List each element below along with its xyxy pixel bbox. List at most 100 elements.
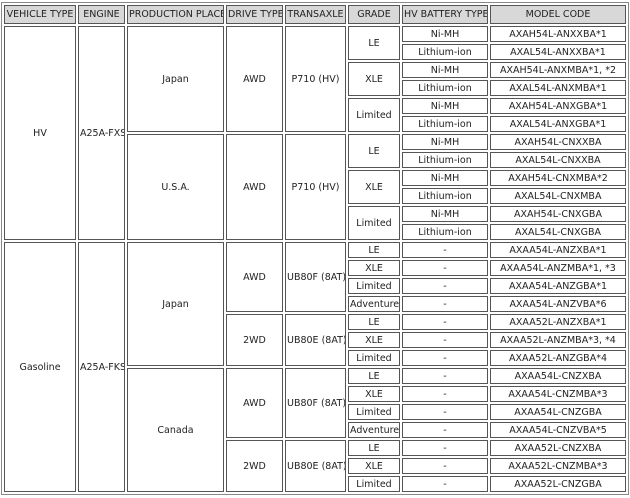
header-drive-type: DRIVE TYPE (226, 5, 283, 24)
grade-cell: Limited (348, 350, 400, 366)
table-body: HV A25A-FXS Japan AWD P710 (HV) LE Ni-MH AXAH54… (4, 26, 626, 492)
table-row: Limited - AXAA54L-ANZGBA*1 (4, 278, 626, 294)
grade-cell: LE (348, 242, 400, 258)
table-row: Lithium-ion AXAL54L-ANXGBA*1 (4, 116, 626, 132)
grade-cell: XLE (348, 332, 400, 348)
model-code-cell: AXAA52L-CNZXBA (490, 440, 626, 456)
production-place-cell: Japan (127, 26, 224, 132)
table-row: Lithium-ion AXAL54L-ANXXBA*1 (4, 44, 626, 60)
model-code-cell: AXAH54L-CNXMBA*2 (490, 170, 626, 186)
grade-cell: XLE (348, 386, 400, 402)
hv-battery-type-cell: - (402, 350, 488, 366)
table-row: Lithium-ion AXAL54L-ANXMBA*1 (4, 80, 626, 96)
model-code-cell: AXAH54L-ANXMBA*1, *2 (490, 62, 626, 78)
table-row: HV A25A-FXS Japan AWD P710 (HV) LE Ni-MH AXAH54… (4, 26, 626, 240)
table-row: XLE - AXAA52L-CNZMBA*3 (4, 458, 626, 474)
table-row: Lithium-ion AXAL54L-CNXXBA (4, 152, 626, 168)
hv-battery-type-cell: Lithium-ion (402, 224, 488, 240)
model-code-cell: AXAH54L-CNXXBA (490, 134, 626, 150)
grade-cell: Limited (348, 98, 400, 132)
hv-battery-type-cell: - (402, 458, 488, 474)
hv-battery-type-cell: Lithium-ion (402, 80, 488, 96)
model-code-cell: AXAL54L-CNXMBA (490, 188, 626, 204)
grade-cell: LE (348, 440, 400, 456)
hv-battery-type-cell: Ni-MH (402, 170, 488, 186)
table-row: Limited Ni-MH AXAH54L-CNXGBA (4, 206, 626, 240)
transaxle-cell: UB80E (8AT) (285, 314, 346, 366)
table-row: XLE - AXAA52L-ANZMBA*3, *4 (4, 332, 626, 348)
grade-cell: Limited (348, 278, 400, 294)
hv-battery-type-cell: Ni-MH (402, 206, 488, 222)
table-row: Lithium-ion AXAL54L-CNXMBA (4, 188, 626, 204)
table-row: Canada AWD UB80F (8AT) LE - AXAA54L-CNZXBA (4, 368, 626, 492)
model-code-cell: AXAA54L-CNZMBA*3 (490, 386, 626, 402)
hv-battery-type-cell: - (402, 260, 488, 276)
grade-cell: Adventure (348, 296, 400, 312)
grade-cell: Limited (348, 404, 400, 420)
model-code-cell: AXAH54L-ANXXBA*1 (490, 26, 626, 42)
grade-cell: LE (348, 314, 400, 330)
hv-battery-type-cell: Ni-MH (402, 134, 488, 150)
transaxle-cell: UB80F (8AT) (285, 368, 346, 438)
table-row: Limited Ni-MH AXAH54L-ANXGBA*1 (4, 98, 626, 132)
transaxle-cell: UB80F (8AT) (285, 242, 346, 312)
table-row: Adventure - AXAA54L-ANZVBA*6 (4, 296, 626, 312)
grade-cell: LE (348, 368, 400, 384)
table-row: Lithium-ion AXAL54L-CNXGBA (4, 224, 626, 240)
hv-battery-type-cell: Lithium-ion (402, 188, 488, 204)
hv-battery-type-cell: - (402, 314, 488, 330)
grade-cell: LE (348, 134, 400, 168)
grade-cell: XLE (348, 458, 400, 474)
production-place-cell: Japan (127, 242, 224, 366)
drive-type-cell: AWD (226, 242, 283, 312)
model-code-cell: AXAH54L-ANXGBA*1 (490, 98, 626, 114)
model-code-cell: AXAA52L-CNZGBA (490, 476, 626, 492)
model-code-cell: AXAL54L-CNXGBA (490, 224, 626, 240)
drive-type-cell: AWD (226, 134, 283, 240)
model-code-cell: AXAA54L-ANZVBA*6 (490, 296, 626, 312)
hv-battery-type-cell: - (402, 440, 488, 456)
hv-battery-type-cell: - (402, 404, 488, 420)
grade-cell: Limited (348, 206, 400, 240)
table-row: XLE Ni-MH AXAH54L-CNXMBA*2 (4, 170, 626, 204)
model-code-cell: AXAL54L-CNXXBA (490, 152, 626, 168)
grade-cell: Adventure (348, 422, 400, 438)
model-code-cell: AXAA54L-ANZMBA*1, *3 (490, 260, 626, 276)
hv-battery-type-cell: - (402, 242, 488, 258)
grade-cell: Limited (348, 476, 400, 492)
model-code-cell: AXAL54L-ANXMBA*1 (490, 80, 626, 96)
hv-battery-type-cell: Lithium-ion (402, 116, 488, 132)
vehicle-type-cell: HV (4, 26, 76, 240)
engine-cell: A25A-FKS (78, 242, 125, 492)
grade-cell: LE (348, 26, 400, 60)
table-row: Limited - AXAA52L-ANZGBA*4 (4, 350, 626, 366)
header-production-place: PRODUCTION PLACE (127, 5, 224, 24)
header-hv-battery-type: HV BATTERY TYPE (402, 5, 488, 24)
model-code-cell: AXAA52L-ANZGBA*4 (490, 350, 626, 366)
hv-battery-type-cell: Ni-MH (402, 26, 488, 42)
header-model-code: MODEL CODE (490, 5, 626, 24)
hv-battery-type-cell: Ni-MH (402, 62, 488, 78)
transaxle-cell: P710 (HV) (285, 26, 346, 132)
model-code-cell: AXAA54L-ANZGBA*1 (490, 278, 626, 294)
hv-battery-type-cell: Lithium-ion (402, 44, 488, 60)
table-row: XLE - AXAA54L-ANZMBA*1, *3 (4, 260, 626, 276)
hv-battery-type-cell: - (402, 476, 488, 492)
drive-type-cell: AWD (226, 26, 283, 132)
table-row: 2WD UB80E (8AT) LE - AXAA52L-CNZXBA (4, 440, 626, 492)
hv-battery-type-cell: - (402, 278, 488, 294)
model-code-cell: AXAA54L-CNZVBA*5 (490, 422, 626, 438)
header-transaxle: TRANSAXLE (285, 5, 346, 24)
model-code-cell: AXAH54L-CNXGBA (490, 206, 626, 222)
model-code-cell: AXAA54L-CNZGBA (490, 404, 626, 420)
table-row: XLE - AXAA54L-CNZMBA*3 (4, 386, 626, 402)
vehicle-type-cell: Gasoline (4, 242, 76, 492)
drive-type-cell: AWD (226, 368, 283, 438)
production-place-cell: Canada (127, 368, 224, 492)
header-vehicle-type: VEHICLE TYPE (4, 5, 76, 24)
drive-type-cell: 2WD (226, 440, 283, 492)
hv-battery-type-cell: - (402, 368, 488, 384)
hv-battery-type-cell: - (402, 296, 488, 312)
header-grade: GRADE (348, 5, 400, 24)
